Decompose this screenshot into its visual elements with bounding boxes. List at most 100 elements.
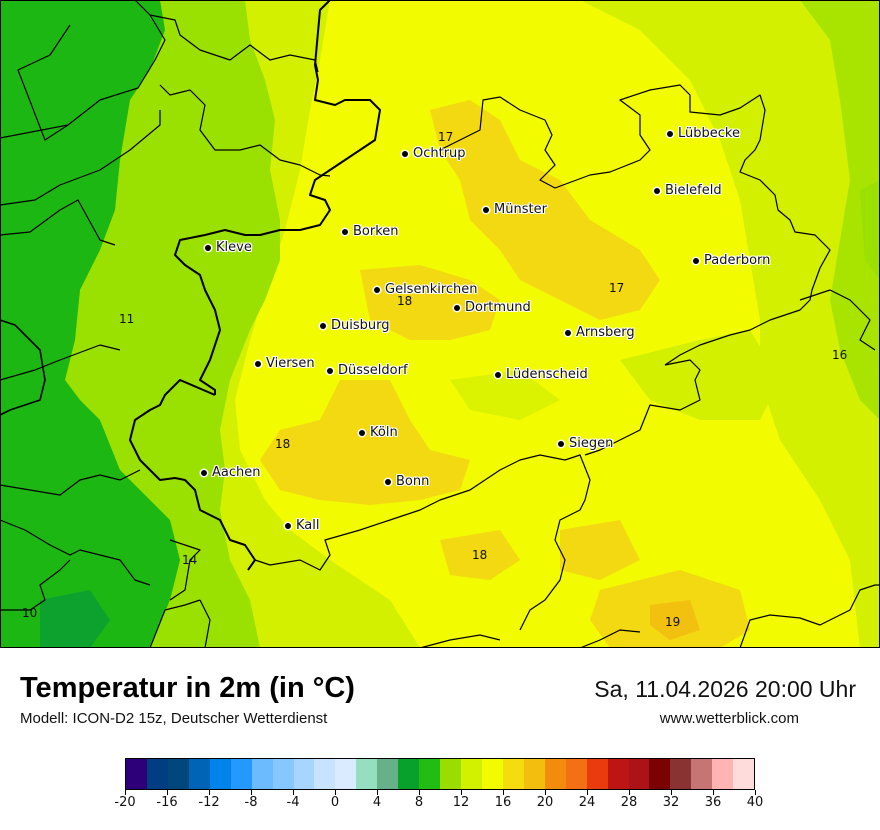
city-marker: Ochtrup	[402, 146, 466, 161]
legend-color-segment	[209, 759, 231, 789]
contour-value-label: 17	[438, 130, 454, 144]
city-name: Münster	[494, 202, 547, 217]
city-dot-icon	[402, 150, 408, 157]
city-name: Gelsenkirchen	[385, 282, 478, 297]
legend-tick	[545, 790, 546, 795]
legend-color-segment	[230, 759, 252, 789]
city-marker: Münster	[483, 202, 547, 217]
city-marker: Bonn	[385, 474, 429, 489]
legend-tick-label: 4	[372, 795, 382, 810]
contour-value-label: 19	[665, 615, 681, 629]
legend-color-segment	[691, 759, 713, 789]
legend-tick	[587, 790, 588, 795]
city-name: Lüdenscheid	[506, 367, 588, 382]
legend-tick-label: 32	[662, 795, 680, 810]
legend-color-segment	[356, 759, 378, 789]
city-marker: Aachen	[201, 465, 260, 480]
legend-color-segment	[481, 759, 503, 789]
city-name: Borken	[353, 224, 399, 239]
legend-color-segment	[335, 759, 357, 789]
contour-value-label: 14	[182, 553, 198, 567]
city-name: Bonn	[396, 474, 430, 489]
city-marker: Kleve	[205, 240, 252, 255]
legend-tick	[713, 790, 714, 795]
legend-tick	[503, 790, 504, 795]
city-dot-icon	[454, 304, 460, 311]
legend-tick	[671, 790, 672, 795]
legend-tick-label: -8	[244, 795, 258, 810]
city-name: Siegen	[569, 436, 614, 451]
legend-color-segment	[146, 759, 168, 789]
legend-tick	[293, 790, 294, 795]
legend-color-segment	[251, 759, 273, 789]
forecast-datetime: Sa, 11.04.2026 20:00 Uhr	[594, 676, 856, 702]
legend-tick-label: 8	[414, 795, 424, 810]
city-marker: Dortmund	[454, 300, 531, 315]
city-marker: Kall	[285, 518, 320, 533]
legend-tick	[335, 790, 336, 795]
chart-title: Temperatur in 2m (in °C)	[20, 672, 355, 704]
city-name: Düsseldorf	[338, 363, 408, 378]
city-marker: Bielefeld	[654, 183, 722, 198]
city-dot-icon	[693, 257, 699, 264]
city-marker: Lüdenscheid	[495, 367, 588, 382]
legend-tick-label: 0	[330, 795, 340, 810]
color-legend	[125, 758, 755, 790]
legend-tick-label: 12	[452, 795, 470, 810]
legend-color-segment	[628, 759, 650, 789]
city-name: Kleve	[216, 240, 252, 255]
legend-color-segment	[272, 759, 294, 789]
city-name: Ochtrup	[413, 146, 466, 161]
city-dot-icon	[495, 371, 501, 378]
model-source: Modell: ICON-D2 15z, Deutscher Wetterdie…	[20, 710, 328, 727]
temperature-map: Ochtrup Lübbecke Bielefeld Münster Borken Kle…	[0, 0, 880, 648]
temperature-field	[0, 0, 880, 648]
legend-tick-label: 16	[494, 795, 512, 810]
website-link[interactable]: www.wetterblick.com	[659, 710, 799, 727]
legend-tick-label: 36	[704, 795, 722, 810]
legend-color-segment	[419, 759, 441, 789]
contour-value-label: 17	[609, 281, 625, 295]
legend-color-segment	[607, 759, 629, 789]
contour-value-label: 18	[472, 548, 488, 562]
legend-tick	[125, 790, 126, 795]
city-name: Kall	[296, 518, 320, 533]
city-marker: Borken	[342, 224, 399, 239]
legend-tick-label: -4	[286, 795, 300, 810]
legend-color-segment	[398, 759, 420, 789]
city-name: Viersen	[266, 356, 315, 371]
color-legend-ticks: -20 -16 -12 -8 -4 0 4 8 12 16 20 24 28 32 36 40	[114, 790, 763, 820]
legend-tick	[629, 790, 630, 795]
legend-color-segment	[502, 759, 524, 789]
legend-color-segment	[314, 759, 336, 789]
legend-tick-label: 40	[746, 795, 764, 810]
legend-tick-label: 20	[536, 795, 554, 810]
legend-tick-label: -12	[198, 795, 220, 810]
legend-color-segment	[733, 759, 755, 789]
city-dot-icon	[558, 440, 564, 447]
legend-color-segment	[461, 759, 482, 789]
contour-value-label: 11	[119, 312, 135, 326]
city-name: Lübbecke	[678, 126, 740, 141]
legend-color-segment	[293, 759, 315, 789]
contour-value-label: 16	[832, 348, 848, 362]
legend-color-segment	[712, 759, 734, 789]
legend-tick	[209, 790, 210, 795]
legend-color-segment	[377, 759, 399, 789]
legend-tick-label: -16	[156, 795, 178, 810]
legend-color-segment	[440, 759, 461, 789]
legend-tick-label: 28	[620, 795, 638, 810]
city-name: Aachen	[212, 465, 261, 480]
legend-color-segment	[670, 759, 692, 789]
legend-color-segment	[523, 759, 545, 789]
legend-tick	[419, 790, 420, 795]
legend-color-segment	[544, 759, 566, 789]
city-dot-icon	[565, 329, 571, 336]
city-dot-icon	[285, 522, 291, 529]
city-marker: Arnsberg	[565, 325, 635, 340]
legend-color-segment	[126, 759, 147, 789]
city-name: Bielefeld	[665, 183, 722, 198]
city-dot-icon	[385, 478, 391, 485]
city-name: Paderborn	[704, 253, 771, 268]
legend-color-segment	[649, 759, 671, 789]
